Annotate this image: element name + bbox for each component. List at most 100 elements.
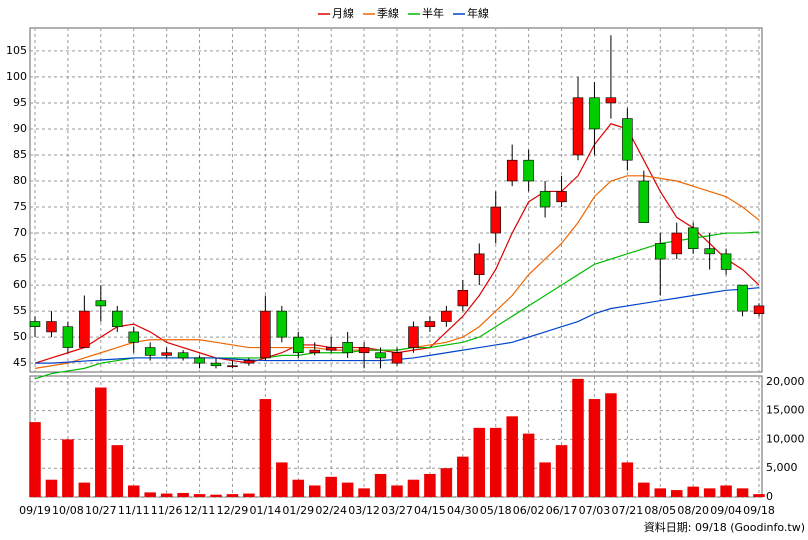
volume-bar (424, 473, 436, 497)
y-tick-label: 60 (13, 278, 27, 291)
y2-tick-label: 15,000 (766, 404, 805, 417)
candle-body (457, 289, 469, 307)
volume-bar (473, 427, 486, 497)
candle-body (671, 232, 682, 255)
y-tick-label: 65 (13, 252, 27, 265)
x-tick-label: 08/20 (677, 504, 709, 517)
candle-body (177, 352, 189, 359)
volume-bar (720, 485, 732, 497)
volume-bar (358, 488, 370, 497)
x-tick-label: 11/11 (118, 504, 150, 517)
candle-body (720, 253, 732, 270)
candle-body (358, 347, 370, 354)
volume-bar (292, 479, 305, 497)
volume-bar (29, 422, 41, 497)
candle-body (309, 349, 320, 354)
candle-body (194, 357, 205, 364)
candle-body (46, 321, 57, 333)
candle-body (737, 284, 748, 312)
y-tick-label: 85 (13, 148, 27, 161)
candle-body (523, 159, 534, 182)
candle-body (556, 191, 567, 203)
volume-bar (325, 476, 337, 497)
candle-body (589, 97, 600, 130)
volume-bar (111, 445, 124, 497)
x-tick-label: 06/17 (546, 504, 578, 517)
volume-bar (457, 456, 469, 497)
y-tick-label: 100 (6, 70, 27, 83)
y-tick-label: 105 (6, 44, 27, 57)
volume-bar (276, 462, 288, 497)
x-tick-label: 12/11 (184, 504, 216, 517)
volume-bar (177, 492, 189, 497)
candle-body (441, 310, 452, 322)
x-tick-label: 04/15 (414, 504, 446, 517)
volume-bar (753, 494, 765, 497)
candle-body (375, 352, 386, 359)
x-tick-label: 01/29 (282, 504, 314, 517)
volume-bar (95, 387, 107, 497)
y2-tick-label: 0 (766, 490, 773, 503)
y-tick-label: 90 (13, 122, 27, 135)
candle-body (342, 342, 353, 354)
volume-bar (144, 492, 156, 497)
y-tick-label: 75 (13, 200, 27, 213)
x-tick-label: 03/27 (381, 504, 413, 517)
candle-body (506, 159, 518, 182)
volume-bar (588, 399, 601, 497)
y2-tick-label: 10,000 (766, 432, 805, 445)
volume-bar (193, 494, 206, 497)
candle-body (408, 326, 419, 348)
candle-body (260, 310, 271, 359)
volume-bar (45, 479, 58, 497)
y2-tick-label: 20,000 (766, 375, 805, 388)
candle-body (276, 310, 288, 338)
candle-body (704, 248, 715, 255)
footnote: 資料日期: 09/18 (Goodinfo.tw) (644, 520, 805, 534)
volume-bar (374, 473, 387, 497)
volume-bar (736, 488, 749, 497)
candle-body (62, 326, 74, 348)
volume-bar (160, 493, 173, 497)
x-tick-label: 03/12 (348, 504, 380, 517)
x-tick-label: 08/05 (644, 504, 676, 517)
candle-body (638, 180, 650, 223)
legend-label: 年線 (467, 6, 489, 20)
candle-body (243, 360, 255, 364)
volume-bar (308, 485, 321, 497)
volume-bar (687, 486, 699, 497)
candle-body (325, 347, 337, 351)
candle-body (112, 310, 123, 328)
x-tick-label: 07/21 (612, 504, 644, 517)
volume-bar (62, 439, 74, 497)
candle-body (210, 362, 222, 367)
volume-bar (638, 482, 650, 497)
candle-body (144, 347, 156, 356)
candle-body (29, 321, 41, 328)
volume-bar (506, 416, 518, 497)
x-tick-label: 02/24 (315, 504, 347, 517)
volume-bar (539, 462, 551, 497)
volume-bar (341, 482, 354, 497)
volume-bar (127, 485, 140, 497)
y-tick-label: 95 (13, 96, 27, 109)
candle-body (95, 300, 107, 307)
volume-panel (29, 375, 763, 498)
volume-bar (210, 494, 222, 497)
candle-body (655, 243, 666, 260)
y-tick-label: 45 (13, 356, 27, 369)
volume-bar (654, 488, 667, 497)
candle-body (391, 352, 403, 364)
volume-bar (391, 485, 403, 497)
volume-bar (440, 468, 453, 497)
x-tick-label: 12/29 (217, 504, 249, 517)
y-tick-label: 55 (13, 304, 27, 317)
x-tick-label: 04/30 (447, 504, 479, 517)
x-tick-label: 01/14 (250, 504, 282, 517)
volume-bar (489, 427, 502, 497)
candle-body (79, 310, 90, 348)
legend-label: 季線 (377, 6, 399, 20)
candle-body (687, 227, 699, 249)
x-tick-label: 07/03 (579, 504, 611, 517)
x-tick-label: 09/19 (19, 504, 51, 517)
